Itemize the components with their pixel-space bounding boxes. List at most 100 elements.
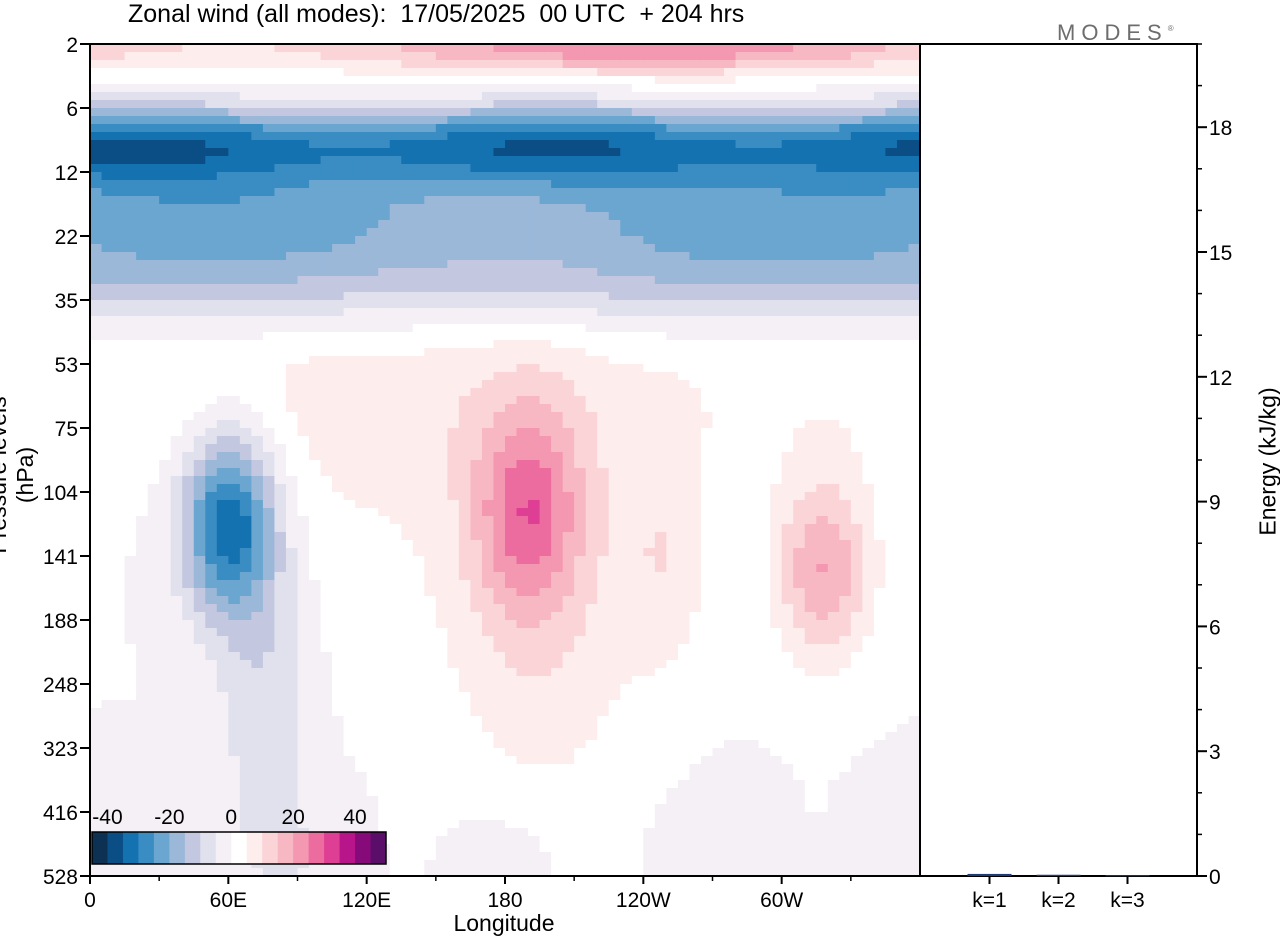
- heatmap-cell: [724, 92, 737, 101]
- heatmap-cell: [424, 132, 437, 141]
- heatmap-cell: [747, 532, 760, 541]
- heatmap-cell: [285, 484, 299, 493]
- heatmap-cell: [182, 364, 195, 373]
- heatmap-cell: [435, 220, 448, 229]
- heatmap-cell: [401, 356, 414, 365]
- heatmap-cell: [378, 468, 391, 477]
- heatmap-cell: [193, 228, 206, 237]
- heatmap-cell: [839, 404, 852, 413]
- heatmap-cell: [435, 92, 448, 101]
- heatmap-cell: [320, 516, 333, 525]
- heatmap-cell: [770, 244, 783, 253]
- heatmap-cell: [735, 60, 748, 69]
- heatmap-cell: [424, 188, 437, 197]
- heatmap-cell: [458, 244, 472, 253]
- heatmap-cell: [147, 532, 160, 541]
- heatmap-cell: [597, 388, 610, 397]
- heatmap-cell: [389, 364, 402, 373]
- heatmap-cell: [435, 180, 448, 189]
- heatmap-cell: [147, 220, 160, 229]
- heatmap-cell: [309, 524, 322, 533]
- heatmap-cell: [827, 540, 840, 549]
- heatmap-cell: [147, 196, 160, 205]
- heatmap-cell: [700, 164, 714, 173]
- heatmap-cell: [677, 548, 691, 557]
- heatmap-cell: [193, 556, 206, 565]
- heatmap-cell: [320, 172, 333, 181]
- heatmap-cell: [355, 308, 368, 317]
- heatmap-cell: [343, 428, 356, 437]
- heatmap-cell: [608, 244, 621, 253]
- heatmap-cell: [620, 172, 633, 181]
- heatmap-cell: [781, 548, 794, 557]
- heatmap-cell: [908, 172, 921, 181]
- heatmap-cell: [251, 508, 264, 517]
- heatmap-cell: [389, 276, 402, 285]
- heatmap-cell: [608, 476, 621, 485]
- heatmap-cell: [505, 428, 518, 437]
- heatmap-cell: [528, 372, 541, 381]
- heatmap-cell: [124, 316, 137, 325]
- heatmap-cell: [274, 412, 287, 421]
- heatmap-cell: [666, 420, 679, 429]
- heatmap-cell: [643, 76, 656, 85]
- heatmap-cell: [781, 212, 794, 221]
- heatmap-cell: [700, 380, 714, 389]
- heatmap-cell: [193, 580, 206, 589]
- heatmap-cell: [320, 52, 333, 61]
- heatmap-cell: [193, 500, 206, 509]
- heatmap-cell: [412, 460, 425, 469]
- heatmap-cell: [539, 276, 552, 285]
- heatmap-cell: [735, 524, 748, 533]
- heatmap-cell: [620, 84, 633, 93]
- heatmap-cell: [747, 60, 760, 69]
- heatmap-cell: [170, 164, 183, 173]
- heatmap-cell: [470, 260, 483, 269]
- heatmap-cell: [585, 420, 598, 429]
- heatmap-cell: [747, 412, 760, 421]
- heatmap-cell: [170, 356, 183, 365]
- heatmap-cell: [528, 180, 541, 189]
- heatmap-cell: [770, 396, 783, 405]
- heatmap-cell: [470, 140, 483, 149]
- heatmap-cell: [113, 540, 126, 549]
- heatmap-cell: [447, 228, 460, 237]
- heatmap-cell: [758, 228, 771, 237]
- heatmap-cell: [101, 556, 114, 565]
- heatmap-cell: [724, 292, 737, 301]
- heatmap-cell: [182, 428, 195, 437]
- heatmap-cell: [470, 428, 483, 437]
- heatmap-cell: [539, 572, 552, 581]
- heatmap-cell: [470, 292, 483, 301]
- heatmap-cell: [297, 316, 310, 325]
- heatmap-cell: [343, 204, 356, 213]
- heatmap-cell: [136, 324, 149, 333]
- heatmap-cell: [470, 268, 483, 277]
- heatmap-cell: [124, 148, 137, 157]
- heatmap-cell: [493, 124, 506, 133]
- heatmap-cell: [689, 156, 702, 165]
- heatmap-cell: [770, 268, 783, 277]
- heatmap-cell: [643, 276, 656, 285]
- heatmap-cell: [516, 276, 529, 285]
- heatmap-cell: [516, 292, 529, 301]
- heatmap-cell: [735, 420, 748, 429]
- heatmap-cell: [228, 268, 241, 277]
- heatmap-cell: [654, 396, 667, 405]
- heatmap-cell: [666, 492, 679, 501]
- heatmap-cell: [401, 372, 414, 381]
- heatmap-cell: [677, 500, 691, 509]
- heatmap-cell: [412, 404, 425, 413]
- heatmap-cell: [677, 100, 691, 109]
- heatmap-cell: [228, 508, 241, 517]
- heatmap-cell: [309, 364, 322, 373]
- heatmap-cell: [758, 100, 771, 109]
- heatmap-cell: [666, 300, 679, 309]
- heatmap-cell: [620, 132, 633, 141]
- heatmap-cell: [458, 508, 472, 517]
- heatmap-cell: [597, 372, 610, 381]
- heatmap-cell: [435, 52, 448, 61]
- heatmap-cell: [170, 236, 183, 245]
- heatmap-cell: [631, 364, 644, 373]
- heatmap-cell: [297, 572, 310, 581]
